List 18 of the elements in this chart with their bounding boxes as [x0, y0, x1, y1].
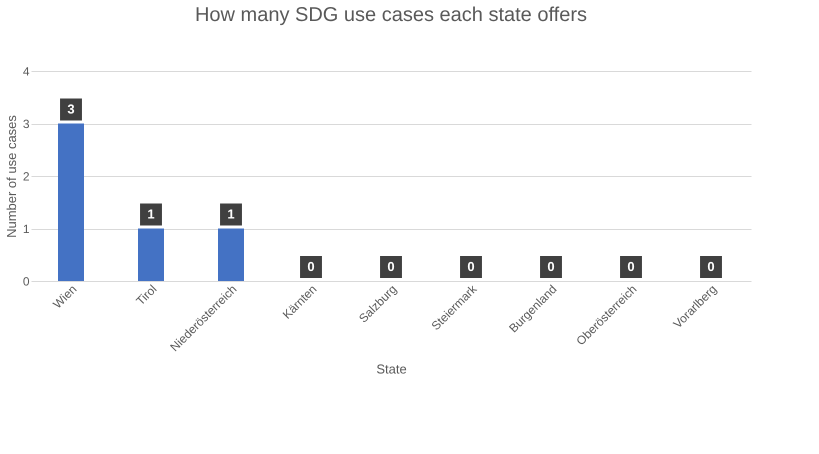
data-label: 1 [227, 206, 235, 222]
data-label: 3 [67, 102, 75, 116]
y-tick-label: 1 [22, 222, 30, 236]
y-tick-label: 3 [22, 117, 30, 131]
data-label: 0 [387, 259, 395, 274]
data-label: 0 [627, 259, 635, 274]
data-label: 0 [467, 259, 475, 274]
data-label: 0 [547, 259, 555, 274]
chart-title: How many SDG use cases each state offers [194, 4, 588, 26]
x-axis-title: State [376, 362, 407, 377]
data-label: 0 [307, 259, 315, 274]
y-tick-label: 4 [22, 64, 30, 78]
data-label: 0 [707, 259, 715, 274]
y-tick-label: 2 [22, 170, 30, 184]
y-axis-title: Number of use cases [4, 114, 19, 238]
x-tick-label: Tirol [133, 282, 160, 308]
data-label: 1 [147, 206, 155, 222]
y-tick-label: 0 [22, 274, 30, 288]
